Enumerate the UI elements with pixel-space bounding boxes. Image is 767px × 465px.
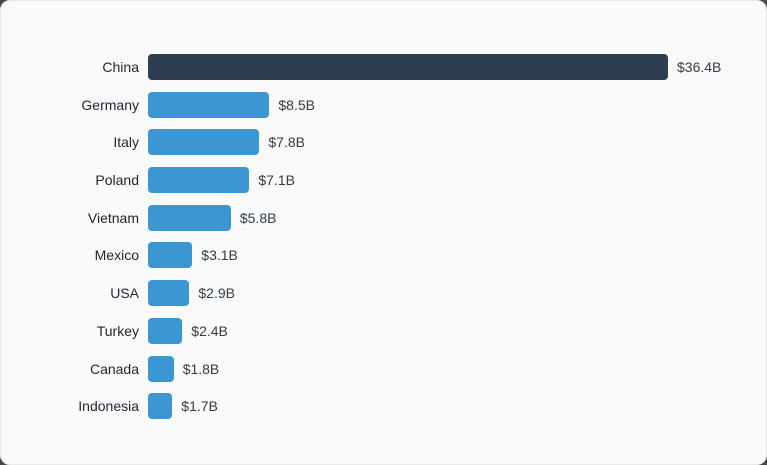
bar[interactable] (148, 355, 174, 382)
category-label: Poland (95, 172, 139, 189)
bar[interactable] (148, 242, 193, 269)
value-label: $3.1B (201, 247, 238, 264)
value-label: $2.9B (198, 285, 235, 302)
chart-row: Canada $1.8B (1, 355, 766, 382)
value-label: $36.4B (677, 59, 722, 75)
category-label: Mexico (94, 247, 139, 264)
category-label: China (102, 59, 139, 75)
value-label: $1.8B (182, 360, 220, 377)
chart-row: Poland $7.1B (1, 167, 766, 194)
value-label: $2.4B (191, 322, 228, 339)
chart-row: USA $2.9B (1, 280, 766, 307)
value-label: $5.8B (239, 209, 277, 226)
category-label: Germany (81, 96, 139, 113)
bar[interactable] (148, 129, 260, 156)
value-label: $8.5B (278, 96, 315, 113)
value-label: $7.8B (268, 134, 305, 151)
bar-chart: China $36.4B Germany $8.5B Italy $7.8B Poland $… (1, 54, 766, 420)
category-label: USA (110, 285, 139, 302)
bar[interactable] (148, 54, 668, 80)
chart-row: Italy $7.8B (1, 129, 766, 156)
category-label: Turkey (96, 322, 139, 339)
bar[interactable] (148, 393, 173, 420)
bar[interactable] (148, 167, 250, 194)
chart-row: China $36.4B (1, 54, 766, 80)
bar[interactable] (148, 280, 190, 307)
bar[interactable] (148, 317, 183, 344)
chart-row: Germany $8.5B (1, 91, 766, 118)
value-label: $1.7B (181, 398, 218, 415)
chart-row: Indonesia $1.7B (1, 393, 766, 420)
category-label: Vietnam (87, 209, 139, 226)
category-label: Italy (113, 134, 139, 151)
value-label: $7.1B (258, 172, 295, 189)
bar[interactable] (148, 91, 270, 118)
category-label: Canada (89, 360, 139, 377)
chart-row: Vietnam $5.8B (1, 204, 766, 231)
category-label: Indonesia (78, 398, 139, 415)
bar[interactable] (148, 204, 231, 231)
chart-row: Mexico $3.1B (1, 242, 766, 269)
chart-row: Turkey $2.4B (1, 317, 766, 344)
